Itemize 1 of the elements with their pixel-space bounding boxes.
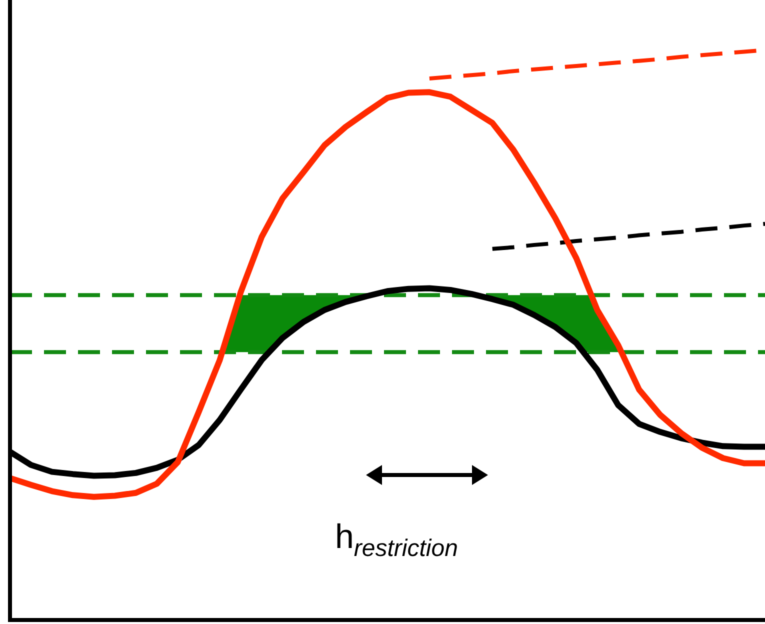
annotation: h$_{restriction}$	[335, 518, 458, 563]
